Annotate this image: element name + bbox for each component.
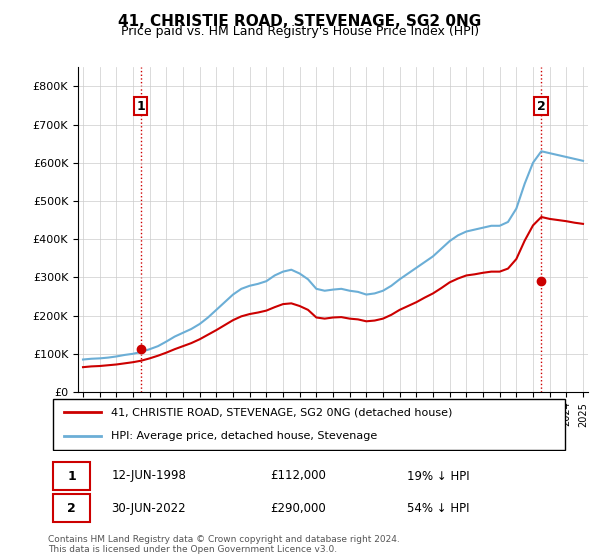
Text: £112,000: £112,000 <box>270 469 326 483</box>
Text: HPI: Average price, detached house, Stevenage: HPI: Average price, detached house, Stev… <box>112 431 377 441</box>
Text: 2: 2 <box>537 100 546 113</box>
FancyBboxPatch shape <box>53 462 90 490</box>
Text: Price paid vs. HM Land Registry's House Price Index (HPI): Price paid vs. HM Land Registry's House … <box>121 25 479 38</box>
Text: 1: 1 <box>67 469 76 483</box>
Text: 1: 1 <box>136 100 145 113</box>
Text: 12-JUN-1998: 12-JUN-1998 <box>112 469 186 483</box>
Text: £290,000: £290,000 <box>270 502 326 515</box>
FancyBboxPatch shape <box>53 399 565 450</box>
Text: 30-JUN-2022: 30-JUN-2022 <box>112 502 186 515</box>
FancyBboxPatch shape <box>53 494 90 522</box>
Text: 19% ↓ HPI: 19% ↓ HPI <box>407 469 470 483</box>
Text: 41, CHRISTIE ROAD, STEVENAGE, SG2 0NG: 41, CHRISTIE ROAD, STEVENAGE, SG2 0NG <box>118 14 482 29</box>
Text: 54% ↓ HPI: 54% ↓ HPI <box>407 502 470 515</box>
Text: 41, CHRISTIE ROAD, STEVENAGE, SG2 0NG (detached house): 41, CHRISTIE ROAD, STEVENAGE, SG2 0NG (d… <box>112 408 453 418</box>
Text: 2: 2 <box>67 502 76 515</box>
Text: Contains HM Land Registry data © Crown copyright and database right 2024.
This d: Contains HM Land Registry data © Crown c… <box>48 535 400 554</box>
